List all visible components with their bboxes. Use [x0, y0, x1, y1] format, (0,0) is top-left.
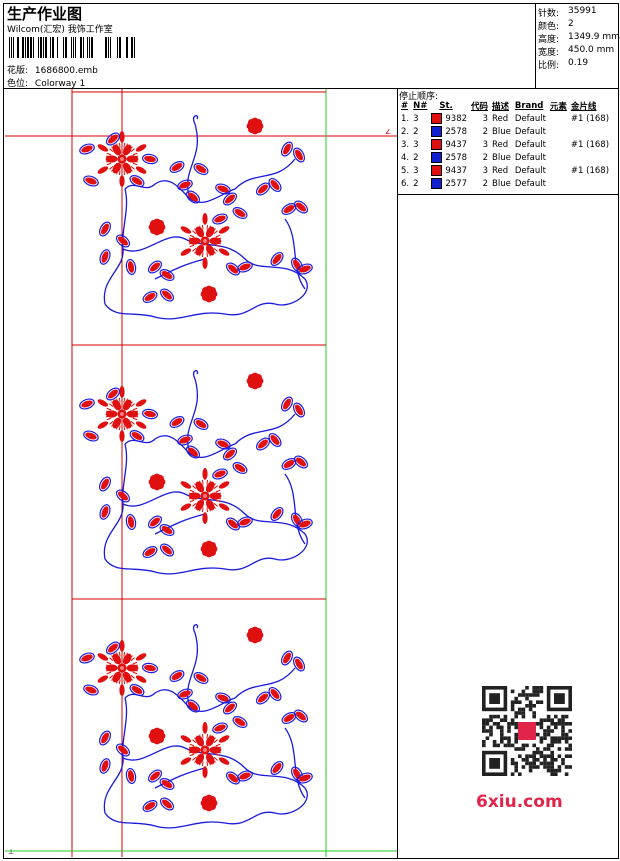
thread-code: 2577 — [445, 179, 468, 189]
needle-number: 2 — [413, 178, 419, 189]
panel-divider — [397, 88, 398, 859]
table-header-row: # N# St. 代码 描述 Brand 元素 金片线 — [401, 101, 597, 112]
code-number: 2 — [482, 152, 489, 163]
design-file: 1686800.emb — [34, 66, 98, 76]
sequins — [569, 125, 611, 138]
thread-color: 9382 — [429, 112, 469, 125]
thread-desc: Blue — [492, 126, 511, 137]
barcode — [9, 37, 135, 58]
stat-colors: 颜色: 2 — [538, 19, 574, 32]
table-row: 4. 2 2578 2 Blue Default — [399, 151, 611, 164]
svg-text:∠: ∠ — [385, 128, 391, 136]
thread-desc: Red — [492, 139, 509, 150]
thread-brand: Default — [514, 139, 546, 150]
table-row: 6. 2 2577 2 Blue Default — [399, 177, 611, 190]
design-label: 花版: — [7, 66, 29, 76]
spacer — [548, 151, 569, 164]
colorway-value: Colorway 1 — [34, 79, 86, 89]
color-swatch — [431, 178, 443, 189]
color-swatch — [431, 139, 443, 150]
color-swatch — [431, 152, 443, 163]
page-title: 生产作业图 — [7, 5, 83, 23]
company-name: Wilcom(汇宏) 我饰工作室 — [7, 25, 113, 35]
thread-code: 9382 — [445, 114, 468, 124]
code-number: 3 — [482, 113, 489, 124]
code-number: 3 — [482, 139, 489, 150]
code-number: 2 — [482, 126, 489, 137]
spacer — [548, 112, 569, 125]
thread-code: 2578 — [445, 127, 468, 137]
table-row: 5. 3 9437 3 Red Default #1 (168) — [399, 164, 611, 177]
needle-number: 2 — [413, 152, 419, 163]
stat-scale: 比例: 0.19 — [538, 58, 589, 71]
thread-desc: Blue — [492, 178, 511, 189]
colorway-row: 色位: Colorway 1 — [7, 76, 85, 89]
sequins: #1 (168) — [570, 165, 610, 176]
sequins: #1 (168) — [570, 113, 610, 124]
code-number: 2 — [482, 178, 489, 189]
stop-index: 5. — [401, 165, 410, 176]
needle-number: 3 — [413, 139, 419, 150]
spacer — [548, 164, 569, 177]
thread-color: 2578 — [429, 125, 469, 138]
needle-number: 3 — [413, 165, 419, 176]
stop-index: 2. — [401, 126, 410, 137]
sheet-frame — [3, 3, 619, 859]
svg-text:⊥: ⊥ — [8, 848, 14, 856]
thread-color: 9437 — [429, 138, 469, 151]
spacer — [548, 138, 569, 151]
thread-code: 9437 — [445, 166, 468, 176]
spacer — [548, 177, 569, 190]
thread-brand: Default — [514, 165, 546, 176]
thread-brand: Default — [514, 178, 546, 189]
embroidery-motif — [79, 370, 313, 575]
stop-index: 1. — [401, 113, 410, 124]
sequins: #1 (168) — [570, 139, 610, 150]
colorway-label: 色位: — [7, 79, 29, 89]
stop-index: 6. — [401, 178, 410, 189]
header-divider — [535, 3, 536, 89]
stat-height: 高度: 1349.9 mm — [538, 32, 620, 45]
stat-width: 宽度: 450.0 mm — [538, 45, 615, 58]
thread-color: 9437 — [429, 164, 469, 177]
thread-desc: Red — [492, 113, 509, 124]
thread-desc: Red — [492, 165, 509, 176]
embroidery-motif — [79, 115, 313, 320]
embroidery-motif — [79, 624, 313, 829]
thread-desc: Blue — [492, 152, 511, 163]
table-row: 1. 3 9382 3 Red Default #1 (168) — [399, 112, 611, 125]
thread-code: 2578 — [445, 153, 468, 163]
design-file-row: 花版: 1686800.emb — [7, 63, 98, 76]
table-row: 2. 2 2578 2 Blue Default — [399, 125, 611, 138]
spacer — [548, 125, 569, 138]
header-bottom-line — [3, 88, 619, 89]
color-swatch — [431, 113, 443, 124]
stat-stitches: 针数: 35991 — [538, 6, 597, 19]
stop-index: 4. — [401, 152, 410, 163]
needle-number: 3 — [413, 113, 419, 124]
table-row: 3. 3 9437 3 Red Default #1 (168) — [399, 138, 611, 151]
stop-sequence-table: # N# St. 代码 描述 Brand 元素 金片线 1. 3 9382 3 Red D… — [399, 100, 611, 190]
embroidery-preview: ∠⊥ — [5, 89, 397, 857]
sequins — [569, 177, 611, 190]
thread-brand: Default — [514, 126, 546, 137]
thread-brand: Default — [514, 113, 546, 124]
color-swatch — [431, 126, 443, 137]
thread-color: 2577 — [429, 177, 469, 190]
color-swatch — [431, 165, 443, 176]
sequins — [569, 151, 611, 164]
code-number: 3 — [482, 165, 489, 176]
thread-color: 2578 — [429, 151, 469, 164]
qr-code — [470, 680, 586, 816]
stop-sequence-title: 停止顺序: — [399, 92, 439, 102]
table-bottom-line — [397, 194, 619, 195]
thread-code: 9437 — [445, 140, 468, 150]
needle-number: 2 — [413, 126, 419, 137]
watermark-logo: 6xiu.com — [476, 792, 563, 812]
thread-brand: Default — [514, 152, 546, 163]
stop-index: 3. — [401, 139, 410, 150]
